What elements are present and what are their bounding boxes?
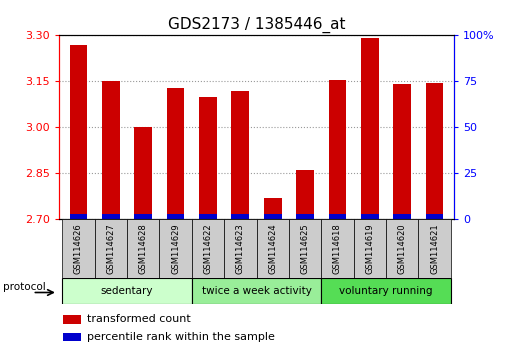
Bar — [296, 214, 314, 219]
Bar — [289, 219, 321, 278]
Bar — [62, 219, 94, 278]
Bar — [296, 170, 314, 219]
Bar — [264, 214, 282, 219]
Bar — [70, 45, 87, 219]
Bar — [94, 219, 127, 278]
Bar — [361, 39, 379, 219]
Text: GSM114627: GSM114627 — [106, 223, 115, 274]
Bar — [264, 198, 282, 219]
Bar — [63, 333, 81, 341]
Text: GSM114618: GSM114618 — [333, 223, 342, 274]
Bar — [393, 85, 411, 219]
Bar — [160, 219, 192, 278]
Bar — [102, 81, 120, 219]
Bar — [361, 214, 379, 219]
Bar — [199, 97, 217, 219]
Bar — [393, 214, 411, 219]
Text: GSM114626: GSM114626 — [74, 223, 83, 274]
Text: GSM114623: GSM114623 — [236, 223, 245, 274]
Text: GSM114629: GSM114629 — [171, 223, 180, 274]
Bar — [419, 219, 451, 278]
Text: GSM114624: GSM114624 — [268, 223, 277, 274]
Bar — [426, 83, 443, 219]
Text: twice a week activity: twice a week activity — [202, 286, 311, 296]
Text: GSM114620: GSM114620 — [398, 223, 407, 274]
Bar — [62, 278, 192, 304]
Bar — [224, 219, 256, 278]
Bar — [321, 278, 451, 304]
Text: protocol: protocol — [3, 282, 46, 292]
Bar — [328, 214, 346, 219]
Text: transformed count: transformed count — [87, 314, 190, 324]
Bar — [102, 214, 120, 219]
Bar — [192, 219, 224, 278]
Text: GSM114625: GSM114625 — [301, 223, 309, 274]
Bar — [167, 87, 185, 219]
Bar — [386, 219, 419, 278]
Bar — [70, 214, 87, 219]
Text: percentile rank within the sample: percentile rank within the sample — [87, 332, 274, 342]
Bar — [328, 80, 346, 219]
Text: sedentary: sedentary — [101, 286, 153, 296]
Bar — [231, 214, 249, 219]
Text: voluntary running: voluntary running — [339, 286, 433, 296]
Bar — [353, 219, 386, 278]
Bar — [199, 214, 217, 219]
Text: GSM114628: GSM114628 — [139, 223, 148, 274]
Text: GSM114621: GSM114621 — [430, 223, 439, 274]
Text: GSM114619: GSM114619 — [365, 223, 374, 274]
Bar — [256, 219, 289, 278]
Bar — [321, 219, 353, 278]
Bar — [127, 219, 160, 278]
Bar — [426, 214, 443, 219]
Title: GDS2173 / 1385446_at: GDS2173 / 1385446_at — [168, 16, 345, 33]
Bar — [134, 214, 152, 219]
Bar — [192, 278, 321, 304]
Bar — [231, 91, 249, 219]
Bar — [63, 315, 81, 324]
Text: GSM114622: GSM114622 — [204, 223, 212, 274]
Bar — [134, 127, 152, 219]
Bar — [167, 214, 185, 219]
